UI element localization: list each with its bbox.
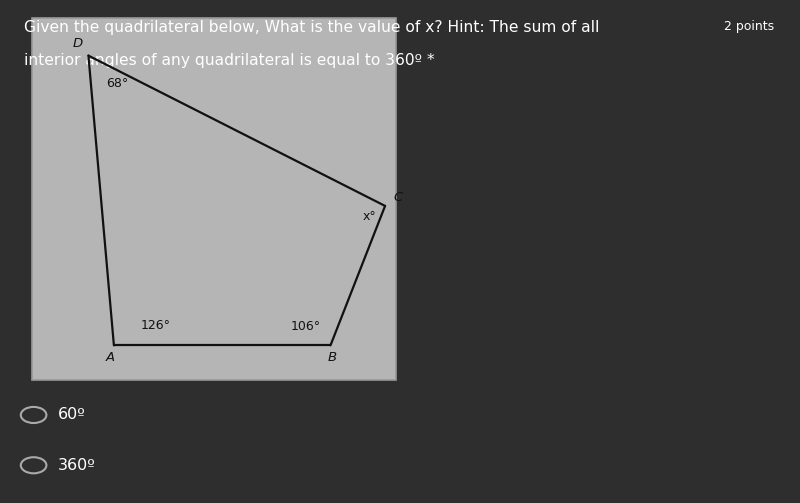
- Text: Given the quadrilateral below, What is the value of x? Hint: The sum of all: Given the quadrilateral below, What is t…: [24, 20, 599, 35]
- Text: x°: x°: [362, 210, 377, 223]
- Text: D: D: [73, 37, 83, 50]
- Text: 126°: 126°: [140, 319, 170, 332]
- Text: 2 points: 2 points: [724, 20, 774, 33]
- Text: C: C: [394, 191, 402, 204]
- Text: 360º: 360º: [58, 458, 95, 473]
- Bar: [32, 18, 396, 380]
- Text: 106°: 106°: [290, 320, 321, 333]
- Text: interior angles of any quadrilateral is equal to 360º *: interior angles of any quadrilateral is …: [24, 53, 434, 68]
- Text: 68°: 68°: [106, 77, 128, 90]
- Text: B: B: [327, 351, 337, 364]
- Text: 60º: 60º: [58, 407, 86, 423]
- Text: A: A: [106, 351, 114, 364]
